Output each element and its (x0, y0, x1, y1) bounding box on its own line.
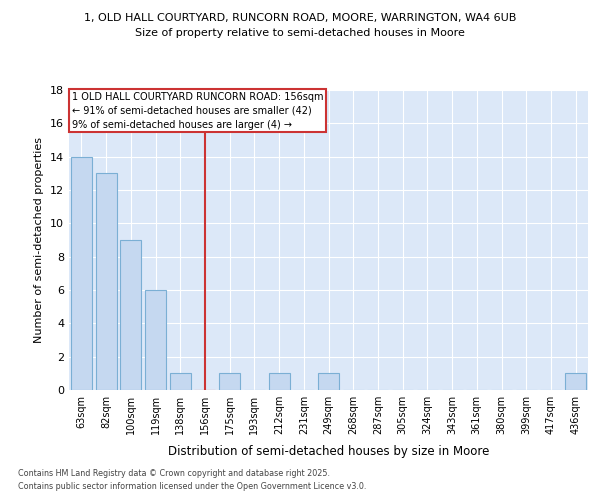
X-axis label: Distribution of semi-detached houses by size in Moore: Distribution of semi-detached houses by … (168, 446, 489, 458)
Text: Contains public sector information licensed under the Open Government Licence v3: Contains public sector information licen… (18, 482, 367, 491)
Bar (71, 156, 92, 390)
Bar (269, 374, 290, 390)
Bar (565, 374, 586, 390)
Bar (219, 374, 240, 390)
Text: 1, OLD HALL COURTYARD, RUNCORN ROAD, MOORE, WARRINGTON, WA4 6UB: 1, OLD HALL COURTYARD, RUNCORN ROAD, MOO… (84, 12, 516, 22)
Bar (145, 290, 166, 390)
Y-axis label: Number of semi-detached properties: Number of semi-detached properties (34, 137, 44, 343)
Text: 1 OLD HALL COURTYARD RUNCORN ROAD: 156sqm
← 91% of semi-detached houses are smal: 1 OLD HALL COURTYARD RUNCORN ROAD: 156sq… (71, 92, 323, 130)
Bar (318, 374, 339, 390)
Bar (95, 174, 116, 390)
Bar (170, 374, 191, 390)
Text: Size of property relative to semi-detached houses in Moore: Size of property relative to semi-detach… (135, 28, 465, 38)
Bar (120, 240, 141, 390)
Text: Contains HM Land Registry data © Crown copyright and database right 2025.: Contains HM Land Registry data © Crown c… (18, 468, 330, 477)
